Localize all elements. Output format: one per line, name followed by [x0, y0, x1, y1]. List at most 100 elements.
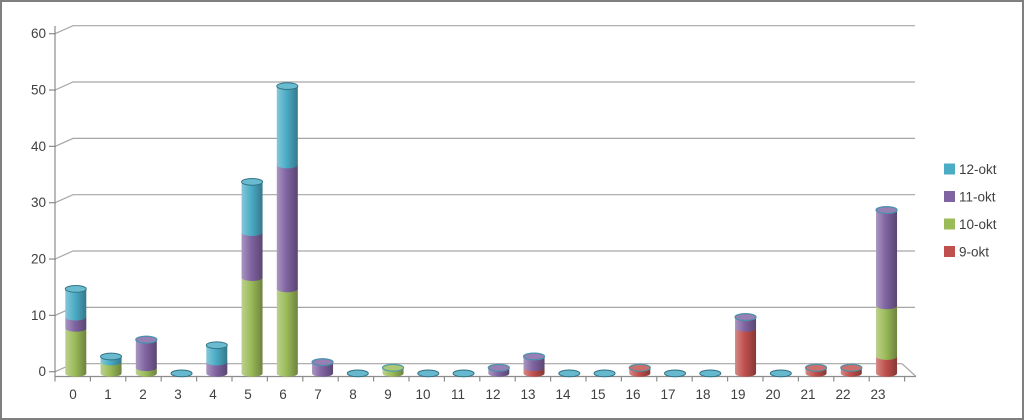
bar-segment-12-okt	[241, 181, 263, 233]
bar-cap	[205, 341, 228, 350]
bar-hour-5	[241, 177, 264, 377]
bar-hour-10	[417, 369, 440, 378]
y-tick-label: 10	[31, 308, 46, 323]
bar-segment-11-okt	[312, 362, 334, 374]
bar-hour-9	[381, 363, 405, 377]
bar-segment-9-okt	[876, 356, 898, 374]
bar-zero-disc	[593, 369, 616, 378]
bar-hour-7	[311, 358, 334, 377]
bar-zero-disc	[417, 369, 440, 378]
bar-hour-17	[664, 369, 687, 378]
bar-cap	[276, 82, 299, 91]
bar-hour-19	[734, 313, 757, 377]
bar-zero-disc	[558, 369, 581, 378]
bar-segment-11-okt	[65, 317, 87, 329]
x-tick-label: 3	[174, 387, 182, 402]
legend-swatch	[944, 218, 955, 230]
y-tick-label: 60	[31, 26, 46, 41]
x-tick-label: 15	[590, 387, 605, 402]
y-tick-label: 50	[31, 83, 46, 98]
gridline-30	[54, 194, 915, 204]
bar-hour-1	[100, 352, 123, 377]
bar-segment-12-okt	[276, 86, 298, 165]
x-tick-label: 18	[695, 387, 710, 402]
y-axis-labels: 0 10 20 30 40 50 60	[31, 26, 46, 379]
zero-teal-rim	[840, 363, 863, 372]
legend-item-12-okt: 12-okt	[944, 162, 997, 177]
legend-item-11-okt: 11-okt	[944, 189, 996, 204]
gridline-40	[54, 137, 915, 147]
legend-swatch	[944, 246, 955, 257]
gridline-60	[54, 25, 915, 35]
bar-hour-15	[593, 369, 616, 378]
legend-label: 10-okt	[959, 217, 997, 232]
bar-zero-disc	[699, 369, 722, 378]
bar-zero-disc	[170, 369, 193, 378]
bars	[64, 82, 898, 378]
zero-teal-rim	[381, 363, 405, 372]
legend-item-10-okt: 10-okt	[944, 217, 997, 232]
x-tick-label: 10	[415, 387, 430, 402]
legend-label: 12-okt	[959, 162, 997, 177]
zero-teal-rim	[875, 206, 898, 215]
bar-hour-6	[276, 82, 299, 377]
y-tick-label: 30	[31, 195, 46, 210]
bar-segment-10-okt	[876, 305, 898, 357]
bar-segment-11-okt	[241, 232, 263, 278]
legend-label: 11-okt	[959, 189, 996, 204]
x-tick-label: 9	[384, 387, 392, 402]
bar-hour-18	[699, 369, 722, 378]
zero-teal-rim	[311, 358, 334, 367]
bar-zero-disc	[769, 369, 792, 378]
bar-segment-11-okt	[206, 362, 228, 374]
bar-hour-13	[522, 352, 546, 377]
bar-hour-8	[346, 369, 369, 378]
x-tick-label: 17	[660, 387, 675, 402]
x-tick-label: 20	[765, 387, 780, 402]
x-tick-label: 21	[800, 387, 815, 402]
legend-label: 9-okt	[959, 244, 989, 259]
bar-segment-12-okt	[206, 345, 228, 363]
zero-teal-rim	[487, 363, 510, 372]
bar-segment-11-okt	[276, 164, 298, 289]
bar-hour-23	[875, 206, 898, 377]
y-tick-label: 20	[31, 252, 46, 267]
bar-segment-11-okt	[735, 317, 757, 329]
x-axis-labels: 0 1 2 3 4 5 6 7 8 9 10 11 12 13 14 15 16 17 18 19 20 21 22 23	[69, 387, 885, 402]
zero-teal-rim	[628, 363, 651, 372]
bar-segment-10-okt	[65, 328, 87, 374]
bar-cap	[241, 177, 264, 186]
bar-hour-11	[452, 369, 475, 378]
bar-hour-14	[558, 369, 581, 378]
bar-segment-11-okt	[523, 356, 545, 368]
bar-hour-3	[170, 369, 193, 378]
bar-segment-10-okt	[241, 277, 263, 374]
bar-segment-11-okt	[135, 339, 157, 368]
bar-segment-10-okt	[276, 288, 298, 374]
x-tick-label: 11	[451, 387, 465, 402]
zero-teal-rim	[522, 352, 546, 361]
zero-teal-rim	[804, 363, 828, 372]
x-tick-label: 1	[104, 387, 112, 402]
bar-hour-21	[804, 363, 828, 377]
axes	[49, 26, 916, 382]
x-tick-label: 19	[730, 387, 745, 402]
bar-cap	[64, 285, 87, 293]
x-tick-label: 2	[139, 387, 147, 402]
y-tick-label: 40	[31, 139, 46, 154]
bar-hour-2	[135, 335, 158, 377]
x-tick-label: 23	[870, 387, 885, 402]
bar-hour-4	[205, 341, 228, 377]
bar-hour-16	[628, 363, 651, 377]
x-tick-label: 4	[209, 387, 217, 402]
bar-segment-10-okt	[100, 362, 122, 374]
legend-swatch	[944, 191, 955, 202]
bar-hour-12	[487, 363, 510, 377]
x-tick-label: 6	[279, 387, 287, 402]
bar-zero-disc	[346, 369, 369, 378]
bar-segment-12-okt	[65, 288, 87, 318]
zero-teal-rim	[734, 313, 757, 322]
